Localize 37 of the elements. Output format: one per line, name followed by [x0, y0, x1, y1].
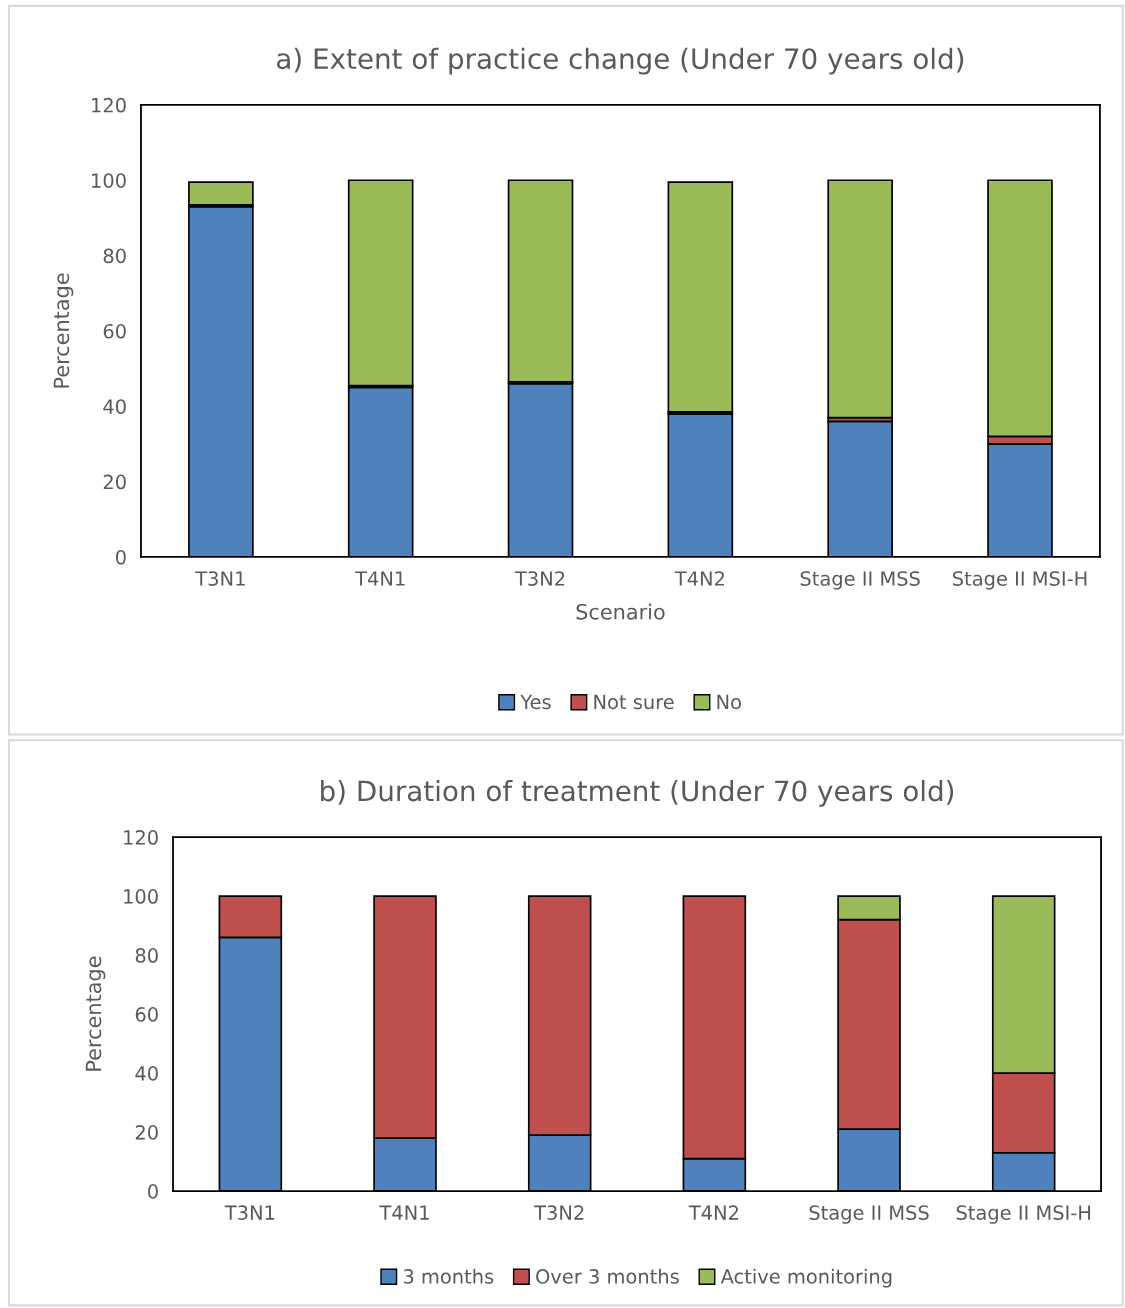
chart-title: a) Extent of practice change (Under 70 years old) [277, 47, 964, 75]
x-tick-label: T3N2 [534, 1205, 584, 1220]
y-tick-label: 100 [92, 173, 126, 188]
legend-label: 3 months [403, 1268, 494, 1284]
y-tick-label: 20 [103, 474, 126, 490]
y-tick-label: 0 [115, 549, 126, 565]
y-tick-label: 20 [135, 1125, 158, 1140]
legend-label: Active monitoring [720, 1268, 892, 1288]
x-tick-label: Stage II MSI-H [953, 571, 1087, 590]
x-tick-label: T3N2 [514, 571, 565, 586]
x-tick-label: T4N2 [688, 1205, 738, 1220]
chart-title: b) Duration of treatment (Under 70 years old) [321, 779, 954, 807]
legend-label: No [717, 694, 741, 710]
y-tick-label: 80 [103, 248, 126, 264]
x-tick-label: T4N2 [674, 571, 724, 586]
x-tick-label: T4N1 [355, 571, 405, 586]
y-tick-label: 40 [135, 1066, 158, 1081]
x-tick-label: T3N1 [224, 1205, 275, 1220]
y-axis-title: Percentage [85, 956, 106, 1071]
x-tick-label: T4N1 [379, 1205, 429, 1220]
y-tick-label: 120 [92, 97, 126, 113]
legend-label: Yes [520, 694, 551, 710]
y-tick-label: 100 [124, 889, 158, 904]
x-tick-label: Stage II MSS [809, 1205, 929, 1224]
legend-label: Not sure [594, 694, 674, 710]
x-tick-label: T3N1 [195, 571, 245, 586]
x-axis-title: Scenario [576, 603, 665, 620]
y-tick-label: 0 [148, 1184, 158, 1199]
y-tick-label: 120 [124, 830, 158, 845]
y-tick-label: 60 [135, 1007, 158, 1022]
x-tick-label: Stage II MSS [800, 571, 920, 590]
y-tick-label: 40 [103, 399, 126, 414]
y-tick-label: 60 [103, 323, 126, 339]
legend-label: Over 3 months [536, 1268, 679, 1284]
x-tick-label: Stage II MSI-H [956, 1205, 1091, 1224]
y-tick-label: 80 [135, 948, 158, 963]
y-axis-title: Percentage [53, 273, 74, 388]
